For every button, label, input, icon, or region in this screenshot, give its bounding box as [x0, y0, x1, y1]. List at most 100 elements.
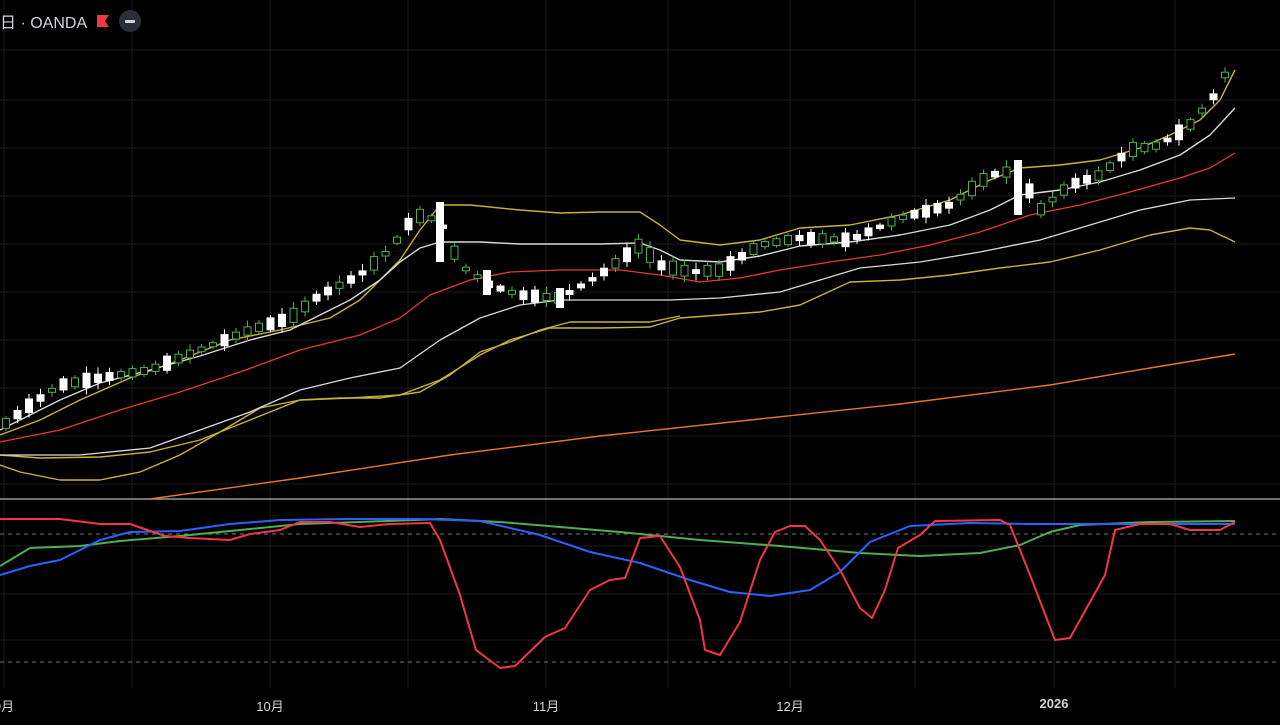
candle-down	[600, 267, 608, 277]
bollinger-upper	[0, 69, 1236, 436]
candle-up	[749, 243, 758, 256]
time-axis-label-sep: 9月	[0, 699, 15, 714]
candle-up	[542, 292, 551, 302]
candle-up	[381, 250, 390, 257]
candle-down	[13, 409, 22, 420]
candle-up	[634, 238, 643, 254]
candle-up	[1186, 119, 1195, 130]
candle-up	[209, 342, 217, 348]
candle-down	[59, 378, 68, 391]
candle-up	[1037, 202, 1045, 216]
candle-up	[450, 245, 459, 260]
candle-up	[140, 366, 148, 375]
candle-down	[945, 201, 953, 209]
hide-indicator-button[interactable]	[119, 10, 142, 32]
candle-up	[979, 173, 988, 187]
candle-up	[427, 215, 436, 222]
candle-up	[818, 233, 827, 245]
candle-down	[94, 373, 102, 384]
candle-up	[48, 387, 56, 393]
candle-down	[795, 234, 804, 242]
candle-down	[1117, 152, 1126, 162]
candle-up	[1221, 71, 1229, 79]
candle-up	[1094, 170, 1103, 181]
candle-down	[436, 202, 444, 262]
candle-up	[289, 307, 298, 323]
candle-down	[1163, 137, 1172, 143]
candle-down	[220, 334, 229, 347]
candle-up	[1002, 166, 1011, 178]
candle-up	[151, 363, 160, 372]
candle-up	[887, 217, 896, 227]
bollinger-lower-early	[0, 315, 681, 481]
bollinger-lower	[0, 227, 1236, 459]
symbol-legend: 日 · OANDA	[0, 9, 142, 33]
candle-down	[588, 277, 597, 282]
candle-up	[830, 236, 838, 243]
oscillator-green-line	[0, 518, 1236, 567]
candle-up	[1198, 107, 1206, 114]
symbol-text: 日 · OANDA	[0, 15, 88, 32]
candle-up	[1140, 142, 1149, 153]
candle-up	[784, 235, 792, 246]
candle-up	[255, 322, 263, 332]
candle-down	[404, 217, 413, 231]
candle-up	[1106, 162, 1114, 171]
candle-down	[483, 270, 491, 295]
candle-down	[163, 355, 171, 371]
candle-down	[278, 313, 286, 327]
moving-average-white	[0, 197, 1236, 456]
candle-down	[324, 286, 332, 296]
candle-up	[956, 193, 965, 201]
candle-up	[715, 263, 723, 277]
candle-up	[335, 281, 344, 289]
candle-down	[1083, 174, 1091, 184]
candle-down	[623, 247, 631, 263]
candle-up	[186, 349, 194, 359]
candle-down	[876, 224, 884, 229]
candle-down	[577, 283, 585, 289]
candle-down	[358, 270, 367, 276]
candle-down	[1175, 124, 1183, 141]
candle-down	[25, 398, 33, 414]
time-axis-label-nov: 11月	[532, 699, 560, 714]
candle-down	[991, 170, 999, 178]
candle-up	[761, 241, 769, 248]
candle-up	[669, 260, 677, 276]
candle-up	[703, 264, 712, 277]
candle-down	[692, 269, 700, 275]
candle-up	[1060, 184, 1068, 196]
moving-average-orange	[149, 353, 1236, 500]
candle-up	[370, 256, 378, 271]
candle-down	[1025, 183, 1034, 199]
candle-down	[910, 209, 919, 219]
candle-up	[71, 377, 79, 388]
candle-down	[922, 204, 930, 218]
time-axis-label-dec: 12月	[776, 699, 804, 714]
candle-down	[1014, 160, 1022, 215]
candle-down	[933, 203, 942, 214]
minus-icon	[125, 19, 136, 23]
bollinger-middle	[0, 107, 1236, 431]
candle-down	[266, 317, 275, 331]
candle-up	[128, 368, 137, 378]
candle-up	[646, 247, 654, 263]
time-axis-label-oct: 10月	[256, 699, 284, 714]
candle-up	[968, 180, 976, 197]
candle-down	[82, 372, 91, 388]
candle-up	[1129, 141, 1137, 158]
candle-up	[2, 418, 10, 429]
candle-up	[772, 238, 781, 247]
moving-average-red	[0, 152, 1236, 443]
candle-down	[853, 233, 861, 240]
candle-up	[508, 289, 516, 295]
candle-up	[197, 346, 206, 353]
candle-up	[174, 353, 183, 364]
oscillator-red-line	[0, 518, 1236, 669]
candle-down	[1071, 177, 1080, 189]
flag-icon[interactable]	[95, 13, 111, 29]
candle-down	[738, 252, 746, 261]
candle-down	[556, 288, 564, 308]
